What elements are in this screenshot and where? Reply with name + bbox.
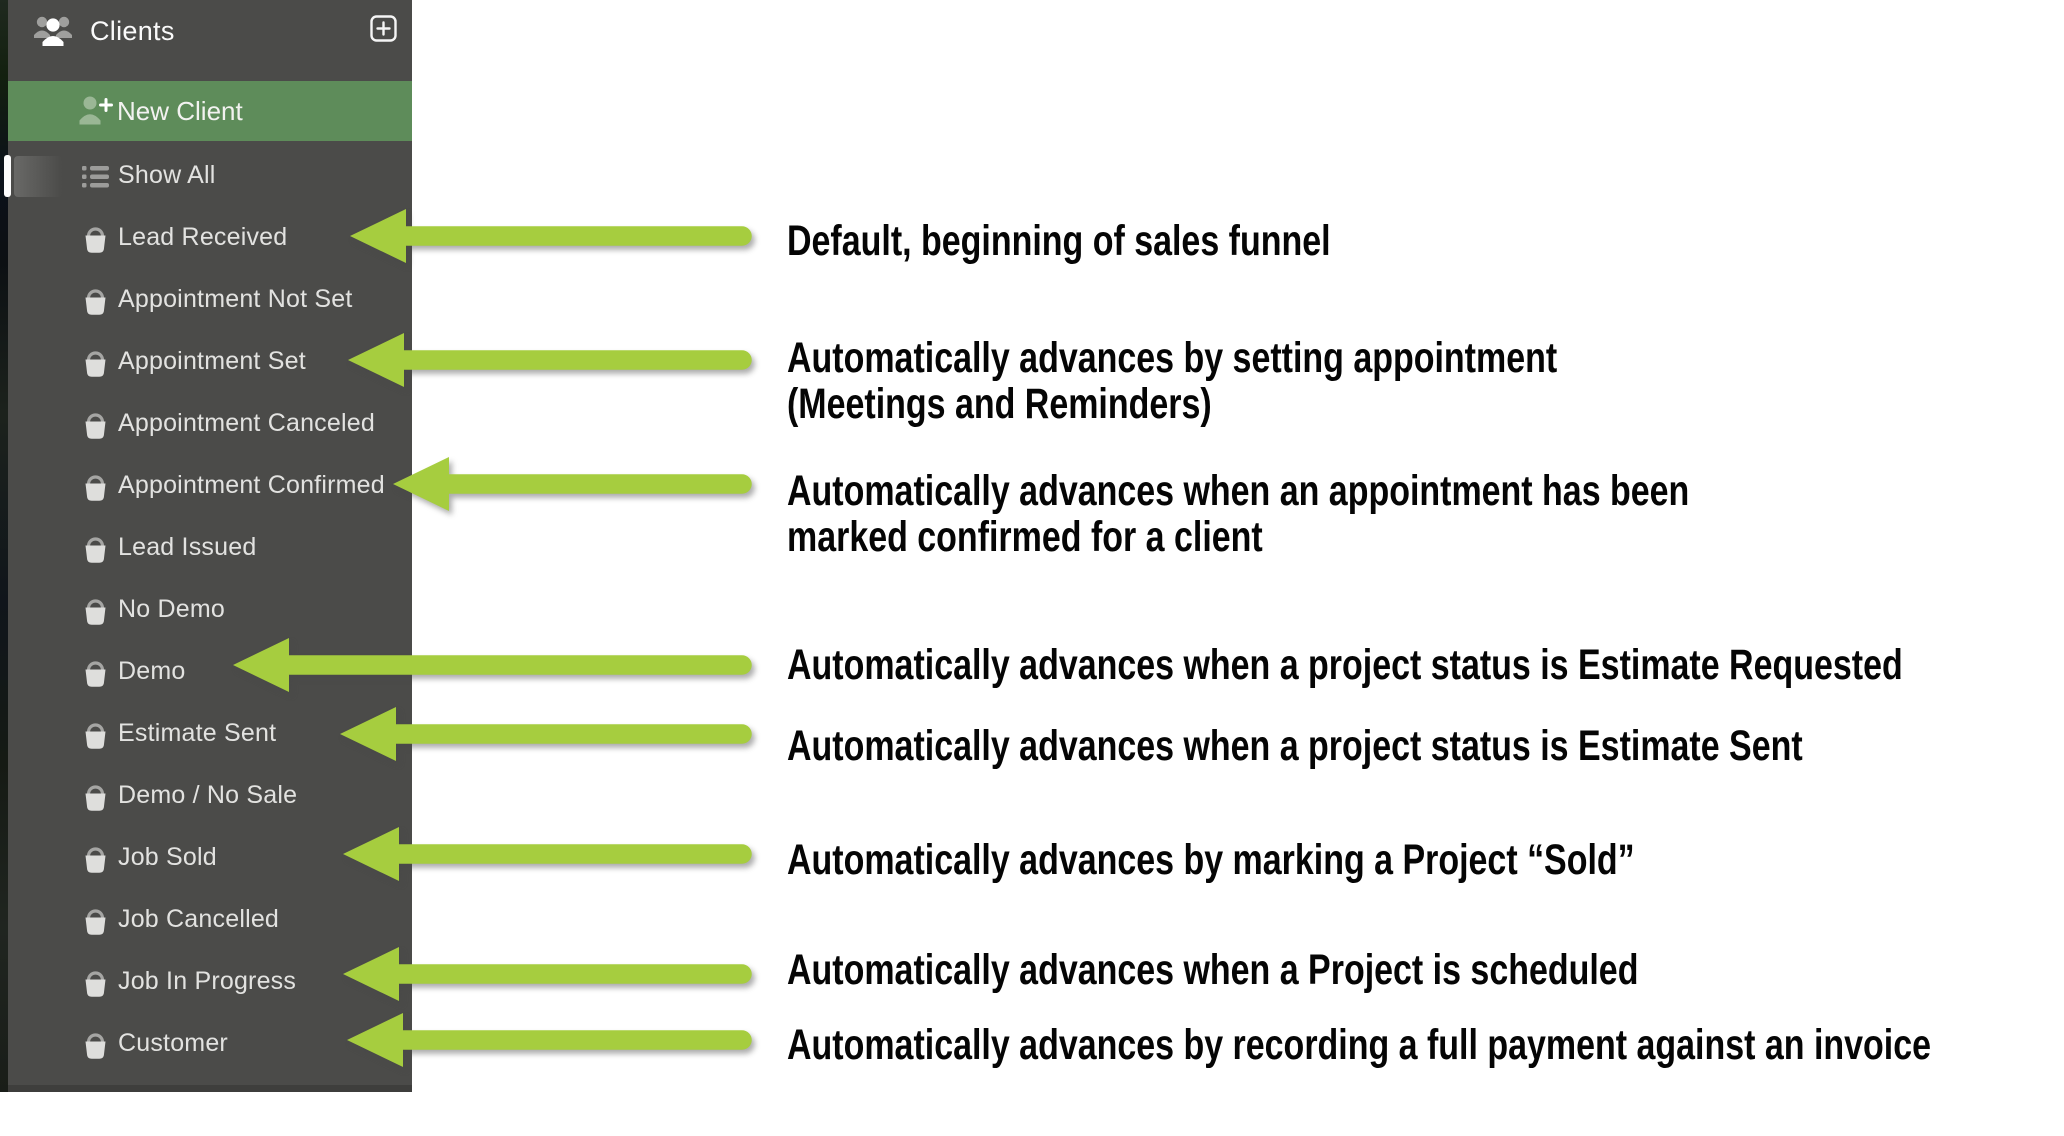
bucket-icon	[82, 346, 109, 378]
clients-sidebar: Clients New Client Show All	[8, 0, 412, 1092]
annotation-line: Automatically advances when an appointme…	[787, 467, 1690, 515]
sidebar-item-label: Job Sold	[118, 843, 217, 871]
bucket-icon	[82, 284, 109, 316]
sidebar-item-list: Show All Lead Received Appointment Not S…	[8, 145, 412, 1075]
sidebar-item-job-sold[interactable]: Job Sold	[8, 827, 412, 889]
bucket-icon	[82, 966, 109, 998]
annotation-line: Automatically advances by marking a Proj…	[787, 836, 1635, 884]
sidebar-item-label: Estimate Sent	[118, 719, 277, 747]
bucket-icon	[82, 718, 109, 750]
sidebar-bottom-edge	[8, 1085, 412, 1092]
annotation-line: Automatically advances when a project st…	[787, 722, 1803, 770]
sidebar-item-label: Lead Received	[118, 223, 288, 251]
annotation-arrow-demo	[231, 636, 764, 705]
sidebar-item-label: Lead Issued	[118, 533, 257, 561]
sidebar-item-label: Job In Progress	[118, 967, 297, 995]
sidebar-item-new-client[interactable]: New Client	[8, 81, 412, 141]
bucket-icon	[82, 470, 109, 502]
sidebar-item-show-all[interactable]: Show All	[8, 145, 412, 207]
annotation-arrow-job-in-progress	[341, 945, 764, 1014]
scrollbar-thumb[interactable]	[4, 155, 11, 197]
add-client-button[interactable]	[370, 15, 397, 42]
sidebar-item-label: Demo	[118, 657, 186, 685]
annotation-line: Default, beginning of sales funnel	[787, 217, 1331, 265]
annotation-arrow-job-sold	[341, 825, 764, 894]
sidebar-item-label: Customer	[118, 1029, 228, 1057]
annotation-line: Automatically advances by recording a fu…	[787, 1021, 1932, 1069]
annotation-line: Automatically advances when a Project is…	[787, 946, 1639, 994]
sidebar-item-label: Appointment Canceled	[118, 409, 375, 437]
people-icon	[33, 13, 73, 48]
annotation-line: Automatically advances when a project st…	[787, 641, 1903, 689]
annotation-line: marked confirmed for a client	[787, 513, 1263, 561]
person-add-icon	[77, 94, 115, 128]
bucket-icon	[82, 532, 109, 564]
bucket-icon	[82, 408, 109, 440]
scrollbar-track-highlight	[14, 156, 62, 197]
page-edge-strip	[0, 0, 8, 1092]
annotation-line: (Meetings and Reminders)	[787, 380, 1212, 428]
annotation-arrow-customer	[345, 1011, 764, 1080]
annotation-arrow-estimate-sent	[338, 705, 764, 774]
sidebar-header: Clients	[8, 0, 412, 81]
sidebar-item-appointment-set[interactable]: Appointment Set	[8, 331, 412, 393]
sidebar-item-appointment-not-set[interactable]: Appointment Not Set	[8, 269, 412, 331]
sidebar-item-label: Appointment Set	[118, 347, 306, 375]
sidebar-item-appointment-confirmed[interactable]: Appointment Confirmed	[8, 455, 412, 517]
bucket-icon	[82, 222, 109, 254]
annotation-text-job-sold: Automatically advances by marking a Proj…	[787, 837, 1635, 883]
sidebar-item-label: Appointment Not Set	[118, 285, 353, 313]
annotation-arrow-appointment-set	[346, 331, 764, 400]
annotation-arrow-lead-received	[348, 207, 764, 276]
bucket-icon	[82, 594, 109, 626]
bucket-icon	[82, 1028, 109, 1060]
annotation-text-estimate-sent: Automatically advances when a project st…	[787, 723, 1803, 769]
sidebar-item-lead-issued[interactable]: Lead Issued	[8, 517, 412, 579]
sidebar-item-label: Job Cancelled	[118, 905, 280, 933]
sidebar-item-no-demo[interactable]: No Demo	[8, 579, 412, 641]
annotation-text-demo: Automatically advances when a project st…	[787, 642, 1903, 688]
sidebar-item-label: New Client	[117, 96, 243, 126]
sidebar-item-demo-no-sale[interactable]: Demo / No Sale	[8, 765, 412, 827]
annotation-text-job-in-progress: Automatically advances when a Project is…	[787, 947, 1638, 993]
bucket-icon	[82, 904, 109, 936]
sidebar-item-customer[interactable]: Customer	[8, 1013, 412, 1075]
sidebar-item-demo[interactable]: Demo	[8, 641, 412, 703]
sidebar-item-job-in-progress[interactable]: Job In Progress	[8, 951, 412, 1013]
bucket-icon	[82, 780, 109, 812]
sidebar-item-label: Appointment Confirmed	[118, 471, 385, 499]
sidebar-item-label: Show All	[118, 161, 216, 189]
plus-square-icon	[370, 15, 397, 45]
sidebar-title: Clients	[90, 16, 175, 46]
sidebar-item-lead-received[interactable]: Lead Received	[8, 207, 412, 269]
annotation-text-appointment-set: Automatically advances by setting appoin…	[787, 335, 1557, 427]
annotation-arrow-appointment-confirmed	[391, 455, 764, 524]
bucket-icon	[82, 656, 109, 688]
annotation-text-customer: Automatically advances by recording a fu…	[787, 1022, 1931, 1068]
annotation-line: Automatically advances by setting appoin…	[787, 334, 1558, 382]
annotation-text-appointment-confirmed: Automatically advances when an appointme…	[787, 468, 1689, 560]
annotation-text-lead-received: Default, beginning of sales funnel	[787, 218, 1331, 264]
sidebar-item-appointment-canceled[interactable]: Appointment Canceled	[8, 393, 412, 455]
bucket-icon	[82, 842, 109, 874]
sidebar-item-label: No Demo	[118, 595, 225, 623]
list-icon	[82, 165, 109, 189]
sidebar-item-label: Demo / No Sale	[118, 781, 298, 809]
sidebar-item-job-cancelled[interactable]: Job Cancelled	[8, 889, 412, 951]
sidebar-item-estimate-sent[interactable]: Estimate Sent	[8, 703, 412, 765]
